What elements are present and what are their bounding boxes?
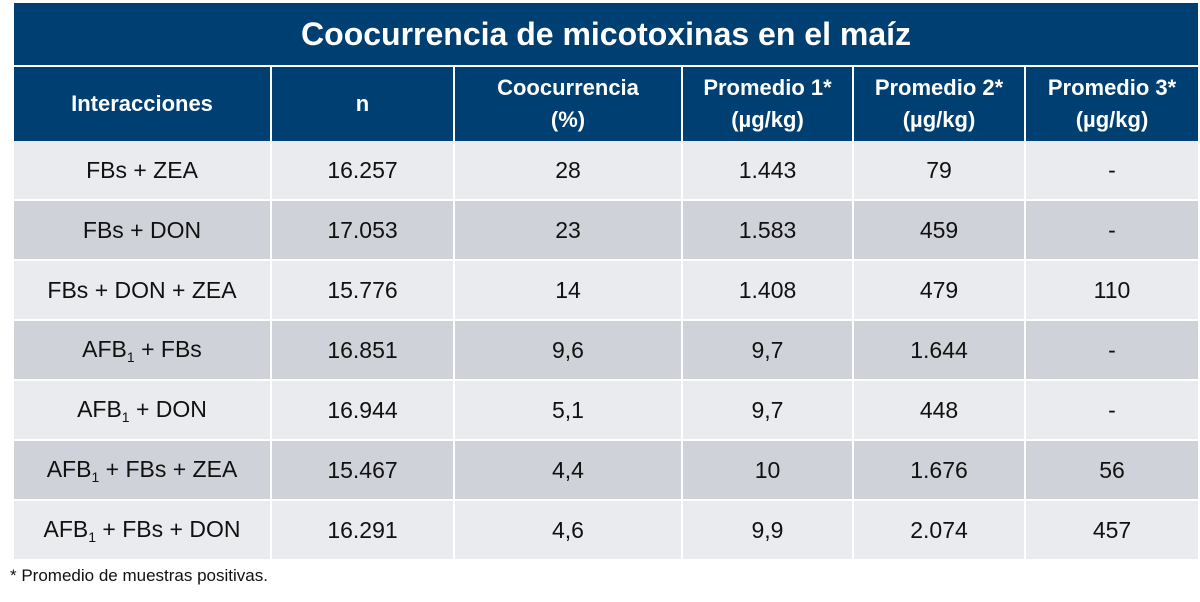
afb-label: AFB: [77, 395, 122, 422]
cell-promedio-1: 9,7: [682, 380, 854, 441]
interaction-text: + FBs: [134, 335, 202, 362]
cell-promedio-2: 459: [853, 200, 1026, 261]
cell-coocurrencia: 4,6: [454, 500, 683, 561]
cell-n: 15.467: [271, 440, 455, 501]
cell-n: 16.291: [271, 500, 455, 561]
header-line-1: n: [355, 91, 370, 116]
cell-n: 16.851: [271, 320, 455, 381]
cell-coocurrencia: 5,1: [454, 380, 683, 441]
table-title: Coocurrencia de micotoxinas en el maíz: [14, 3, 1199, 67]
footnote: * Promedio de muestras positivas.: [10, 566, 268, 585]
cell-promedio-1: 10: [682, 440, 854, 501]
cell-interaction: FBs + DON + ZEA: [14, 260, 272, 321]
header-line-1: Interacciones: [71, 91, 213, 116]
interaction-text: FBs + ZEA: [86, 156, 198, 183]
afb-label: AFB: [43, 515, 89, 542]
header-line-1: Promedio 2*: [874, 75, 1004, 100]
interaction-text: + FBs + ZEA: [99, 455, 238, 482]
header-line-2: (µg/kg): [1075, 107, 1149, 132]
cell-promedio-1: 9,9: [682, 500, 854, 561]
afb-subscript: 1: [121, 408, 130, 425]
cell-interaction: FBs + ZEA: [14, 141, 272, 201]
interaction-text: FBs + DON: [82, 216, 202, 243]
cell-promedio-3: 56: [1025, 440, 1199, 501]
cell-coocurrencia: 23: [454, 200, 683, 261]
cell-promedio-1: 1.408: [682, 260, 854, 321]
header-interacciones: Interacciones: [14, 66, 272, 141]
cell-promedio-1: 1.443: [682, 141, 854, 201]
interaction-text: FBs + DON + ZEA: [47, 276, 237, 303]
cell-coocurrencia: 28: [454, 141, 683, 201]
table-row: AFB1 + FBs + DON 16.291 4,6 9,9 2.074 457: [14, 500, 1199, 561]
cell-promedio-1: 9,7: [682, 320, 854, 381]
cell-coocurrencia: 9,6: [454, 320, 683, 381]
table-row: AFB1 + DON 16.944 5,1 9,7 448-: [14, 380, 1199, 441]
cell-promedio-3: -: [1025, 141, 1199, 201]
table-row: FBs + DON + ZEA 15.776 14 1.408 479 110: [14, 260, 1199, 321]
interaction-text: + FBs + DON: [96, 515, 241, 542]
cell-interaction: AFB1 + DON: [14, 380, 272, 441]
cell-n: 15.776: [271, 260, 455, 321]
header-line-2: (µg/kg): [731, 107, 804, 132]
table-body: FBs + ZEA 16.257 28 1.443 79- FBs + DON 17.053…: [14, 141, 1199, 561]
cell-interaction: AFB1 + FBs + DON: [14, 500, 272, 561]
cell-n: 16.944: [271, 380, 455, 441]
afb-label: AFB: [46, 455, 92, 482]
header-line-1: Coocurrencia: [497, 75, 639, 100]
cell-promedio-2: 479: [853, 260, 1026, 321]
header-n: n: [271, 66, 455, 141]
afb-subscript: 1: [126, 348, 135, 365]
header-coocurrencia: Coocurrencia (%): [454, 66, 683, 141]
cell-promedio-3: -: [1025, 200, 1199, 261]
cell-promedio-3: -: [1025, 320, 1199, 381]
afb-subscript: 1: [88, 528, 97, 545]
table-row: FBs + ZEA 16.257 28 1.443 79-: [14, 141, 1199, 201]
cell-promedio-2: 2.074: [853, 500, 1026, 561]
cell-coocurrencia: 4,4: [454, 440, 683, 501]
cell-interaction: AFB1 + FBs: [14, 320, 272, 381]
cell-promedio-3: 110: [1025, 260, 1199, 321]
afb-label: AFB: [82, 335, 127, 362]
mycotoxin-table: Coocurrencia de micotoxinas en el maíz I…: [14, 3, 1199, 561]
header-line-1: Promedio 1*: [703, 75, 832, 100]
table-row: FBs + DON 17.053 23 1.583 459-: [14, 200, 1199, 261]
cell-promedio-1: 1.583: [682, 200, 854, 261]
cell-interaction: AFB1 + FBs + ZEA: [14, 440, 272, 501]
cell-promedio-2: 448: [853, 380, 1026, 441]
cell-promedio-3: -: [1025, 380, 1199, 441]
cell-promedio-2: 1.644: [853, 320, 1026, 381]
header-row: Interacciones n Coocurrencia (%) Promedio 1*…: [14, 66, 1199, 141]
header-line-2: (%): [550, 107, 586, 132]
header-promedio-2: Promedio 2* (µg/kg): [853, 66, 1026, 141]
cell-promedio-3: 457: [1025, 500, 1199, 561]
cell-n: 17.053: [271, 200, 455, 261]
afb-subscript: 1: [91, 468, 100, 485]
cell-coocurrencia: 14: [454, 260, 683, 321]
cell-promedio-2: 79: [853, 141, 1026, 201]
cell-interaction: FBs + DON: [14, 200, 272, 261]
cell-n: 16.257: [271, 141, 455, 201]
interaction-text: + DON: [129, 395, 207, 422]
header-promedio-3: Promedio 3* (µg/kg): [1025, 66, 1199, 141]
header-line-1: Promedio 3*: [1047, 75, 1177, 100]
mycotoxin-table-container: Coocurrencia de micotoxinas en el maíz I…: [14, 3, 1199, 561]
header-promedio-1: Promedio 1* (µg/kg): [682, 66, 854, 141]
cell-promedio-2: 1.676: [853, 440, 1026, 501]
header-line-2: (µg/kg): [902, 107, 976, 132]
table-row: AFB1 + FBs 16.851 9,6 9,7 1.644-: [14, 320, 1199, 381]
table-row: AFB1 + FBs + ZEA 15.467 4,4 10 1.676 56: [14, 440, 1199, 501]
